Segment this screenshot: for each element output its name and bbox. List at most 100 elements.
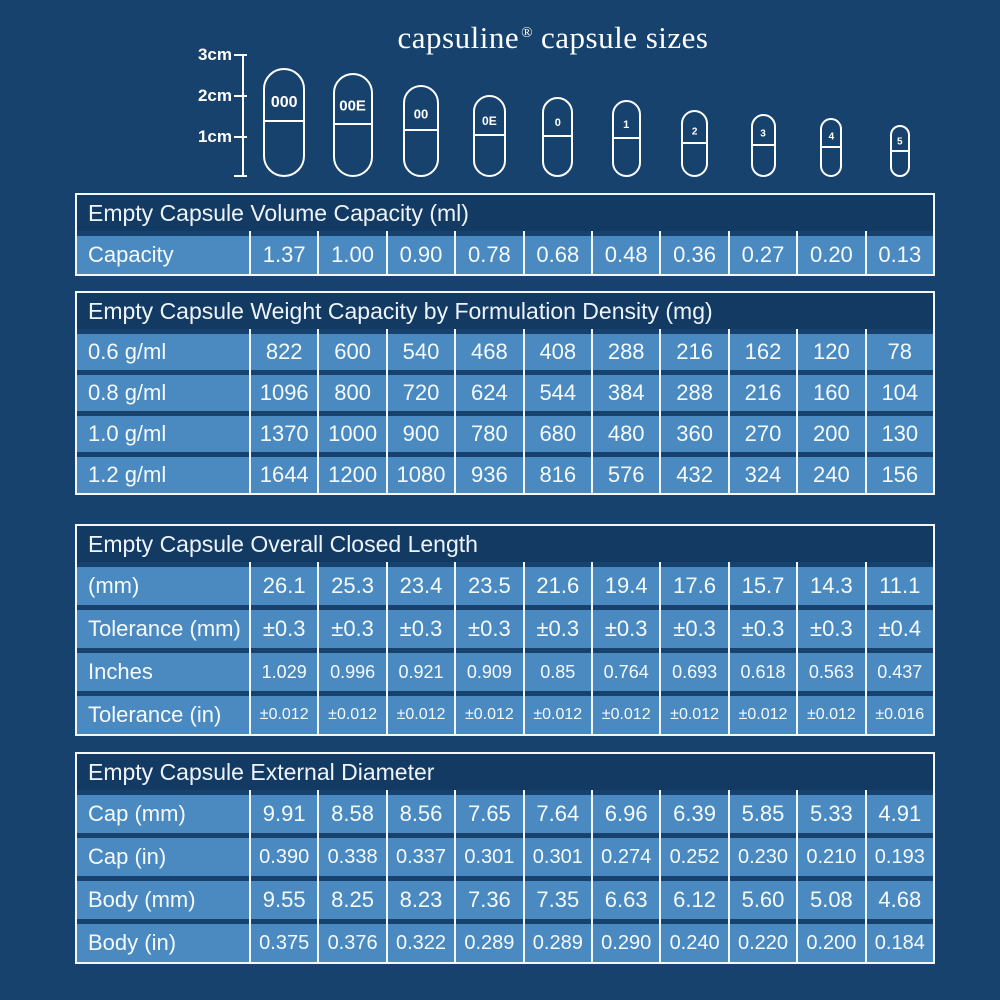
cell-value: 7.65 (456, 790, 523, 833)
table-volume-capacity: Empty Capsule Volume Capacity (ml) Capaci… (75, 193, 935, 276)
cell-value: 780 (456, 411, 523, 452)
cell-value: 0.220 (729, 919, 797, 962)
registered-trademark-icon: ® (521, 24, 534, 41)
row-label: Body (in) (77, 919, 249, 962)
cell-value: 540 (387, 329, 455, 370)
cell-value: 0.36 (661, 231, 728, 274)
cell-value: 23.5 (456, 562, 523, 605)
cell-value: 1.029 (251, 648, 318, 691)
cell-value: 11.1 (866, 562, 933, 605)
cell-value: 0.996 (319, 648, 386, 691)
cell-value: 7.64 (524, 790, 591, 833)
row-label: Tolerance (mm) (77, 605, 249, 648)
cell-value: 0.338 (319, 833, 386, 876)
table-weight-capacity: Empty Capsule Weight Capacity by Formula… (75, 291, 935, 495)
table-body: Capacity 1.37 1.00 0.90 0.78 0.68 0.48 0.36 0.27… (77, 231, 933, 274)
cell-value: 1.37 (251, 231, 318, 274)
capsule-00: 00 (403, 85, 439, 177)
cell-value: 21.6 (524, 562, 591, 605)
cell-value: 0.85 (524, 648, 591, 691)
brand-name: capsuline (397, 20, 520, 55)
cell-value: 120 (798, 329, 865, 370)
cell-value: 9.91 (251, 790, 318, 833)
cell-value: 0.764 (593, 648, 660, 691)
capsule-1: 1 (611, 100, 641, 177)
table-title: Empty Capsule Volume Capacity (ml) (77, 195, 933, 231)
capsule-00e: 00E (332, 73, 373, 177)
capsule-size-label: 00 (413, 106, 429, 122)
cell-value: 8.56 (387, 790, 455, 833)
cell-value: 26.1 (251, 562, 318, 605)
cell-value: 0.921 (387, 648, 455, 691)
cell-value: 0.375 (251, 919, 318, 962)
ruler-tick (234, 136, 247, 138)
page-title: capsuline ® capsule sizes (398, 20, 709, 56)
capsule-4: 4 (820, 118, 843, 177)
cell-value: 0.90 (387, 231, 455, 274)
cell-value: ±0.3 (798, 605, 865, 648)
row-label: Inches (77, 648, 249, 691)
capsule-size-label: 0E (482, 114, 497, 129)
cell-value: 900 (387, 411, 455, 452)
cell-value: 0.290 (593, 919, 660, 962)
cell-value: 432 (661, 452, 728, 493)
cell-value: 8.23 (387, 876, 455, 919)
capsule-0: 0 (542, 97, 574, 177)
cell-value: 576 (593, 452, 660, 493)
cell-value: 1080 (387, 452, 455, 493)
cell-value: 17.6 (661, 562, 728, 605)
cell-value: ±0.3 (729, 605, 797, 648)
table-external-diameter: Empty Capsule External Diameter Cap (mm) 9… (75, 752, 935, 964)
cell-value: 0.13 (866, 231, 933, 274)
cell-value: ±0.012 (661, 691, 728, 734)
cell-value: 162 (729, 329, 797, 370)
cell-value: 0.274 (593, 833, 660, 876)
capsule-size-label: 00E (339, 97, 366, 115)
cell-value: ±0.3 (661, 605, 728, 648)
capsule-divider-line (613, 137, 639, 140)
cell-value: 0.289 (524, 919, 591, 962)
cell-value: 23.4 (387, 562, 455, 605)
cell-value: 7.35 (524, 876, 591, 919)
row-label: 0.6 g/ml (77, 329, 249, 370)
capsule-divider-line (474, 134, 504, 137)
cell-value: 544 (524, 370, 591, 411)
cell-value: 384 (593, 370, 660, 411)
cell-value: 1000 (319, 411, 386, 452)
cell-value: 720 (387, 370, 455, 411)
capsule-divider-line (544, 135, 572, 138)
ruler-label-3cm: 3cm (197, 45, 232, 64)
cell-value: 130 (866, 411, 933, 452)
capsule-0e: 0E (472, 95, 506, 177)
cell-value: 0.184 (866, 919, 933, 962)
table-title: Empty Capsule Overall Closed Length (77, 526, 933, 562)
row-label: (mm) (77, 562, 249, 605)
cell-value: ±0.3 (524, 605, 591, 648)
cell-value: 25.3 (319, 562, 386, 605)
cell-value: 5.08 (798, 876, 865, 919)
cell-value: 104 (866, 370, 933, 411)
cell-value: 0.193 (866, 833, 933, 876)
cell-value: 5.33 (798, 790, 865, 833)
cell-value: ±0.012 (798, 691, 865, 734)
cell-value: ±0.3 (456, 605, 523, 648)
cell-value: 0.301 (524, 833, 591, 876)
cell-value: ±0.012 (593, 691, 660, 734)
cell-value: 160 (798, 370, 865, 411)
cell-value: 1200 (319, 452, 386, 493)
cell-value: 5.85 (729, 790, 797, 833)
cell-value: 600 (319, 329, 386, 370)
cell-value: 7.36 (456, 876, 523, 919)
cell-value: 1644 (251, 452, 318, 493)
cell-value: 0.693 (661, 648, 728, 691)
ruler-tick (234, 175, 247, 177)
cell-value: 6.96 (593, 790, 660, 833)
row-label: Capacity (77, 231, 249, 274)
cell-value: 480 (593, 411, 660, 452)
cell-value: 0.210 (798, 833, 865, 876)
cell-value: 0.909 (456, 648, 523, 691)
cell-value: 0.20 (798, 231, 865, 274)
row-label: Body (mm) (77, 876, 249, 919)
ruler-tick (234, 95, 247, 97)
cell-value: 8.25 (319, 876, 386, 919)
